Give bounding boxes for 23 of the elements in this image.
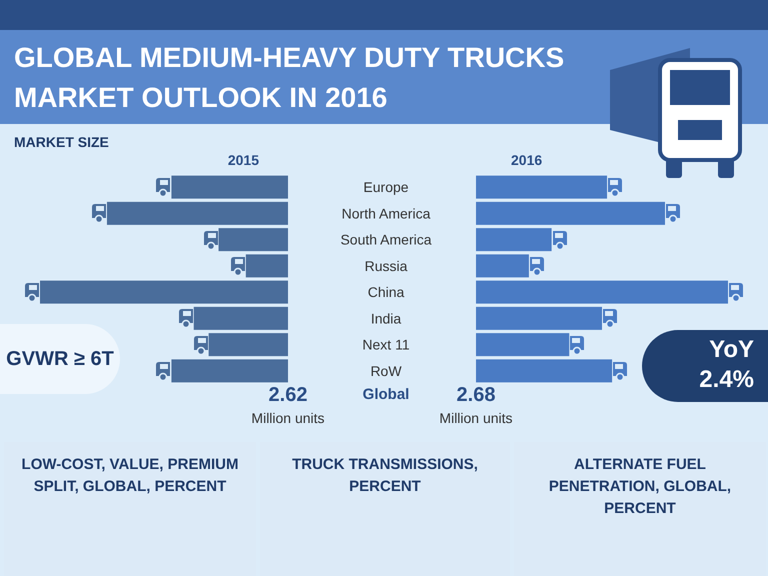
text: Million units [438,410,514,426]
text: Million units [250,410,326,426]
chart-title: 2015 [228,152,260,168]
y-tick-label: China [368,284,404,300]
y-tick-label: South America [340,232,432,248]
y-tick-label: RoW [370,362,402,379]
y-tick-label: Europe [363,179,409,196]
text: GLOBAL MEDIUM-HEAVY DUTY TRUCKS MARKET OUTLOOK IN 2016 [14,41,566,115]
annotation: 2.68 [456,384,496,407]
y-tick-label: India [370,310,402,326]
annotation: GVWR ≥ 6T [0,324,120,394]
annotation: YoY [709,336,754,364]
text: TRUCK TRANSMISSIONS, PERCENT [291,455,479,497]
chart-title: 2016 [511,152,542,168]
annotation: 2.62 [268,384,308,407]
text: LOW-COST, VALUE, PREMIUM SPLIT, GLOBAL, PERCENT [20,455,240,497]
text: Global [362,386,410,403]
y-tick-label: Next 11 [362,336,410,353]
text: MARKET SIZE [14,134,109,150]
text: ALTERNATE FUEL PENETRATION, GLOBAL, PERCENT [548,455,732,519]
annotation: 2.4% [699,366,754,394]
y-tick-label: North America [342,205,431,222]
y-tick-label: Russia [364,258,408,274]
